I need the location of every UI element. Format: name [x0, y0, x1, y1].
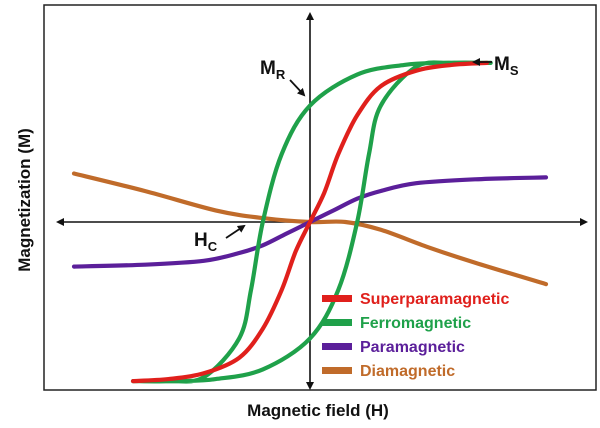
series-superparamagnetic-line [130, 60, 490, 384]
annotation-arrow [289, 79, 306, 97]
annotation-hc: HC [194, 230, 218, 254]
annotation-ms: MS [494, 54, 519, 78]
plot-frame [43, 4, 597, 391]
y-axis-label: Magnetization (M) [15, 128, 34, 272]
annotation-arrow [225, 224, 246, 239]
legend-swatch-diamagnetic [322, 367, 352, 374]
legend-swatch-paramagnetic [322, 343, 352, 350]
legend-label-diamagnetic: Diamagnetic [360, 363, 455, 380]
annotations: MR MS HC [194, 54, 519, 254]
legend-label-ferromagnetic: Ferromagnetic [360, 315, 471, 332]
legend-label-paramagnetic: Paramagnetic [360, 339, 465, 356]
annotation-mr: MR [260, 58, 286, 82]
legend-label-superparamagnetic: Superparamagnetic [360, 291, 509, 308]
series-diamagnetic-line [71, 171, 549, 287]
legend-swatch-ferromagnetic [322, 319, 352, 326]
legend: Superparamagnetic Ferromagnetic Paramagnet… [322, 291, 509, 380]
legend-swatch-superparamagnetic [322, 295, 352, 302]
x-axis-label: Magnetic field (H) [247, 401, 389, 420]
